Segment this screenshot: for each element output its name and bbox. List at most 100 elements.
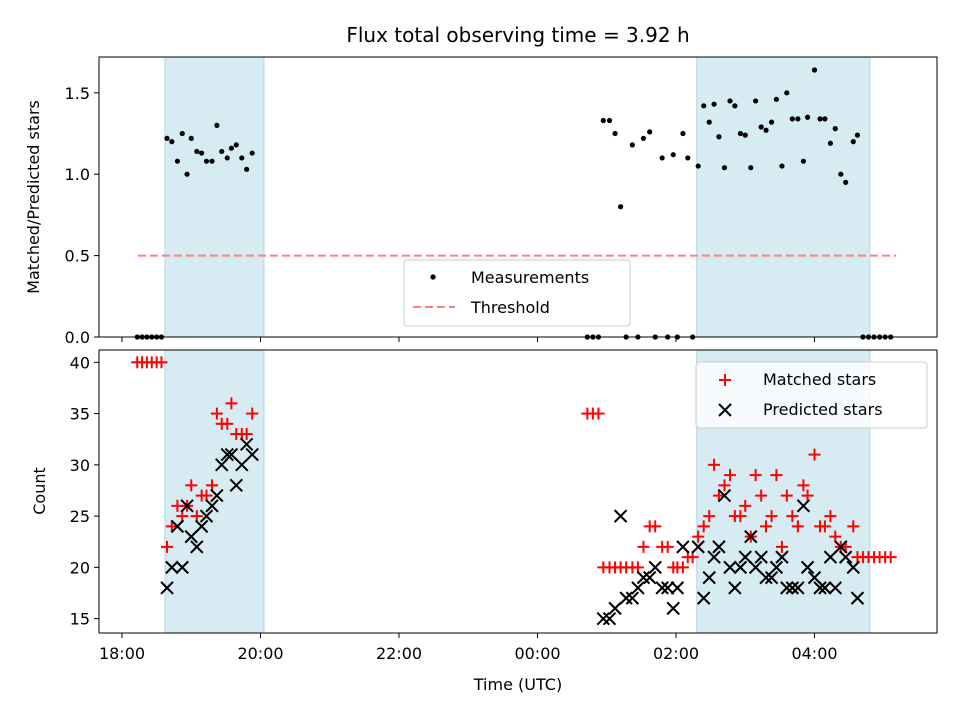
measurement-point (763, 127, 769, 133)
measurement-point (203, 158, 210, 164)
predicted-star-point (670, 581, 685, 595)
x-tick-label: 20:00 (237, 644, 283, 663)
predicted-star-point (807, 570, 822, 585)
count-y-tick-label: 35 (70, 405, 90, 424)
predicted-star-point (769, 560, 784, 575)
predicted-star-point (717, 488, 732, 503)
legend-label-measurements: Measurements (471, 268, 589, 287)
predicted-star-point (728, 581, 742, 595)
measurement-point (680, 130, 686, 137)
measurement-point (758, 124, 764, 130)
ratio-y-tick-label: 0.0 (65, 328, 90, 347)
measurement-point (882, 334, 888, 340)
measurement-point (800, 158, 807, 164)
matched-star-point (161, 540, 174, 553)
predicted-star-point (748, 560, 763, 575)
measurement-point (154, 334, 160, 340)
measurement-point (832, 126, 838, 132)
predicted-star-point (199, 509, 214, 523)
measurement-point (727, 98, 733, 104)
predicted-star-point (696, 591, 711, 605)
predicted-star-point (813, 581, 827, 595)
count-y-tick-label: 30 (70, 456, 90, 475)
measurement-point (748, 165, 754, 171)
measurement-point (732, 103, 738, 109)
matched-star-point (739, 499, 752, 512)
measurement-point (737, 130, 744, 137)
predicted-star-point (846, 560, 860, 575)
measurement-point (244, 166, 250, 172)
measurement-point (584, 334, 590, 340)
ratio-plot-area (98, 56, 938, 338)
predicted-star-point (619, 591, 633, 605)
x-tick-label: 00:00 (514, 644, 560, 663)
count-legend: Matched stars Predicted stars (695, 361, 928, 429)
matched-star-point (824, 510, 837, 523)
predicted-star-point (175, 560, 189, 575)
measurement-point (817, 116, 823, 122)
measurement-point (854, 132, 861, 138)
count-y-axis-label: Count (30, 467, 49, 515)
predicted-star-point (648, 560, 662, 575)
predicted-star-point (791, 581, 805, 595)
matched-star-point (724, 469, 737, 482)
predicted-star-point (642, 570, 657, 585)
predicted-star-point (775, 550, 789, 564)
matched-star-point (221, 417, 234, 430)
matched-star-point (780, 489, 793, 502)
measurement-point (670, 152, 676, 158)
legend-marker-measurements (430, 274, 436, 280)
measurement-point (690, 334, 696, 340)
matched-star-point (765, 510, 778, 523)
measurement-point (647, 129, 653, 135)
measurement-point (199, 150, 205, 156)
measurement-point (219, 148, 225, 155)
matched-star-point (697, 520, 710, 533)
legend-marker-matched (719, 374, 731, 386)
measurement-point (876, 334, 883, 340)
predicted-star-point (691, 540, 705, 554)
predicted-star-point (224, 447, 239, 462)
measurement-point (158, 334, 165, 340)
legend-label-matched: Matched stars (763, 370, 876, 389)
measurement-point (822, 116, 828, 122)
predicted-star-point (602, 611, 617, 626)
measurement-point (804, 114, 811, 120)
predicted-star-point (165, 560, 179, 575)
measurement-point (194, 148, 200, 155)
ratio-panel: 0.0 0.5 1.0 1.5 Flux total observing time =… (24, 23, 938, 347)
predicted-star-point (796, 499, 811, 513)
matched-star-point (797, 479, 810, 492)
predicted-star-point (738, 550, 752, 564)
ratio-y-tick-label: 1.0 (65, 165, 90, 184)
predicted-star-point (655, 581, 669, 595)
predicted-star-point (838, 550, 853, 564)
measurement-point (169, 139, 175, 145)
ratio-y-tick-label: 1.5 (65, 84, 90, 103)
matched-star-point (734, 510, 747, 523)
measurement-point (174, 158, 180, 164)
predicted-star-point (184, 529, 198, 544)
measurement-point (184, 171, 190, 177)
measurement-point (888, 334, 894, 340)
predicted-star-point (800, 560, 815, 575)
measurement-point (742, 132, 748, 138)
measurement-point (179, 130, 185, 137)
measurement-point (753, 98, 759, 104)
matched-star-point (592, 407, 605, 420)
ratio-shaded-range-1 (696, 56, 871, 338)
predicted-star-point (239, 437, 254, 452)
measurement-point (233, 142, 239, 148)
count-y-tick-label: 20 (70, 558, 90, 577)
x-tick-label: 02:00 (653, 644, 699, 663)
predicted-star-point (676, 540, 690, 554)
predicted-star-point (205, 499, 219, 513)
measurement-point (623, 334, 629, 340)
matched-star-point (801, 489, 814, 502)
x-axis-label: Time (UTC) (473, 675, 562, 694)
matched-star-point (760, 520, 773, 533)
predicted-star-point (744, 529, 758, 544)
matched-star-point (225, 397, 238, 410)
predicted-star-point (170, 519, 185, 534)
